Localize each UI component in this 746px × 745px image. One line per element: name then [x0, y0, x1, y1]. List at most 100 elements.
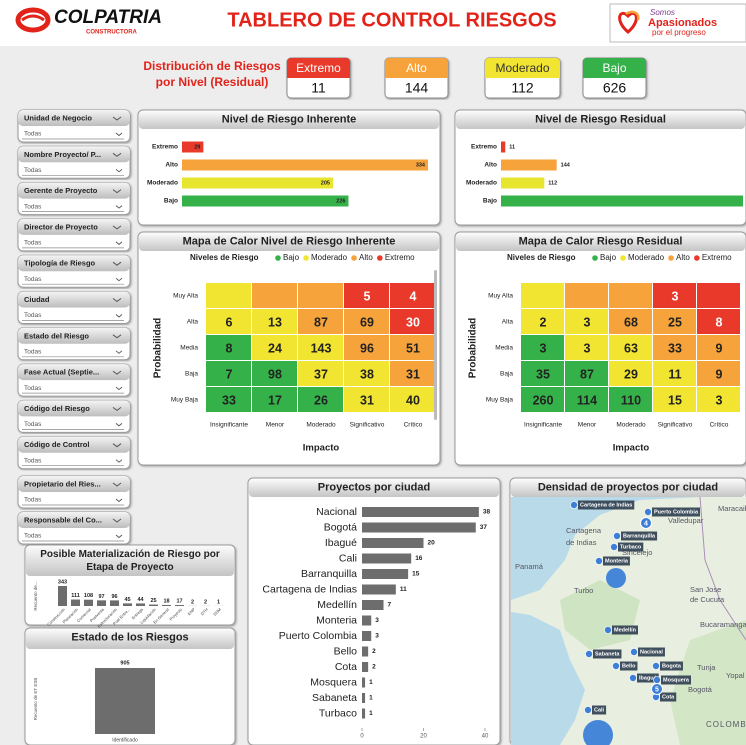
cell-value: 37 — [314, 367, 328, 381]
place-marker[interactable] — [645, 509, 652, 516]
place-marker[interactable] — [585, 707, 592, 714]
place-marker[interactable] — [605, 627, 612, 634]
column-label: Crítico — [404, 422, 423, 429]
data-label: 7 — [388, 602, 392, 609]
slicer-value: Todas — [24, 203, 42, 210]
kpi-label: Moderado — [495, 61, 549, 75]
map-label: Valledupar — [668, 516, 704, 525]
data-label: 2 — [191, 599, 194, 605]
legend-title: Niveles de Riesgo — [507, 253, 576, 262]
row-label: Media — [180, 345, 198, 352]
cell-value: 69 — [360, 315, 374, 329]
bar — [97, 600, 106, 606]
place-label: Bello — [622, 663, 636, 669]
cluster-label: 4 — [644, 520, 648, 527]
legend-dot — [303, 255, 309, 261]
slicer-value: Todas — [24, 533, 42, 540]
data-label: 97 — [98, 594, 104, 600]
axis-title: Recuento de... — [33, 581, 38, 610]
panel — [248, 478, 500, 745]
cell-value: 13 — [268, 315, 282, 329]
panel-title: Nivel de Riesgo Inherente — [222, 113, 356, 125]
bar — [501, 142, 505, 153]
cell-value: 87 — [580, 367, 594, 381]
column-label: Insignificante — [524, 422, 562, 429]
bar — [95, 668, 155, 734]
bar — [123, 603, 132, 606]
cell-value: 15 — [668, 393, 682, 407]
bar — [501, 178, 544, 189]
cell-value: 143 — [311, 341, 332, 355]
page-title: TABLERO DE CONTROL RIESGOS — [227, 9, 556, 31]
axis-title: Impacto — [613, 443, 650, 454]
bar — [182, 178, 333, 189]
place-marker[interactable] — [614, 533, 621, 540]
slicer-value: Todas — [24, 167, 42, 174]
category-label: Cartagena de Indias — [262, 583, 357, 595]
legend-dot — [592, 255, 598, 261]
slicer-value: Todas — [24, 457, 42, 464]
place-marker[interactable] — [596, 558, 603, 565]
cell-value: 8 — [226, 341, 233, 355]
cluster-label: 5 — [655, 686, 659, 693]
place-marker[interactable] — [611, 544, 618, 551]
data-label: 226 — [336, 198, 345, 204]
axis-title: Probabilidad — [468, 318, 479, 379]
place-marker[interactable] — [631, 649, 638, 656]
map-label: de Cucuta — [690, 595, 725, 604]
slicer-value: Todas — [24, 385, 42, 392]
cell-value: 51 — [406, 341, 420, 355]
map-label: Cartagena — [566, 526, 602, 535]
cell-value: 7 — [226, 367, 233, 381]
data-label: 3 — [375, 633, 379, 640]
empty-cell — [206, 283, 251, 308]
data-label: 17 — [176, 598, 182, 604]
slicer-label: Ciudad — [24, 295, 50, 304]
bar — [162, 605, 171, 606]
data-label: 112 — [548, 180, 557, 186]
cell-value: 9 — [716, 341, 723, 355]
dashboard: COLPATRIA CONSTRUCTORA TABLERO DE CONTRO… — [0, 0, 746, 745]
cell-value: 33 — [668, 341, 682, 355]
slicer-value: Todas — [24, 312, 42, 319]
slicer-label: Gerente de Proyecto — [24, 186, 98, 195]
cell-value: 6 — [226, 315, 233, 329]
panel-title: Mapa de Calor Riesgo Residual — [519, 235, 683, 247]
place-marker[interactable] — [586, 651, 593, 658]
kpi-label: Bajo — [602, 61, 626, 75]
cell-value: 33 — [222, 393, 236, 407]
x-tick-label: 40 — [482, 734, 489, 740]
data-label: 3 — [375, 617, 379, 624]
kpi-value: 144 — [405, 80, 429, 96]
panel-title: Posible Materialización de Riesgo por — [40, 549, 220, 560]
place-marker[interactable] — [654, 677, 661, 684]
data-label: 38 — [483, 509, 491, 516]
row-label: Muy Baja — [486, 397, 513, 404]
category-label: Bello — [334, 645, 358, 657]
cell-value: 260 — [533, 393, 554, 407]
place-marker[interactable] — [630, 675, 637, 682]
category-label: Alto — [484, 162, 497, 169]
data-label: 45 — [124, 597, 130, 603]
cell-value: 30 — [406, 315, 420, 329]
bar — [110, 600, 119, 606]
bar — [182, 160, 428, 171]
map-label: Maracaibo — [718, 504, 746, 513]
brand-sub: CONSTRUCTORA — [86, 30, 138, 36]
bar — [362, 647, 368, 657]
data-label: 2 — [204, 599, 207, 605]
place-label: Turbaco — [620, 544, 642, 550]
bar — [362, 616, 371, 626]
column-label: Moderado — [616, 422, 646, 429]
place-marker[interactable] — [613, 663, 620, 670]
kpi-title: Distribución de Riesgos — [143, 59, 281, 73]
place-marker[interactable] — [571, 502, 578, 509]
category-label: Puerto Colombia — [279, 630, 357, 642]
data-label: 334 — [416, 162, 426, 168]
cell-value: 3 — [716, 393, 723, 407]
row-label: Alta — [502, 319, 514, 326]
data-label: 108 — [84, 593, 93, 599]
place-label: Cartagena de Indias — [580, 502, 632, 508]
place-label: Sabaneta — [595, 651, 620, 657]
place-marker[interactable] — [653, 663, 660, 670]
